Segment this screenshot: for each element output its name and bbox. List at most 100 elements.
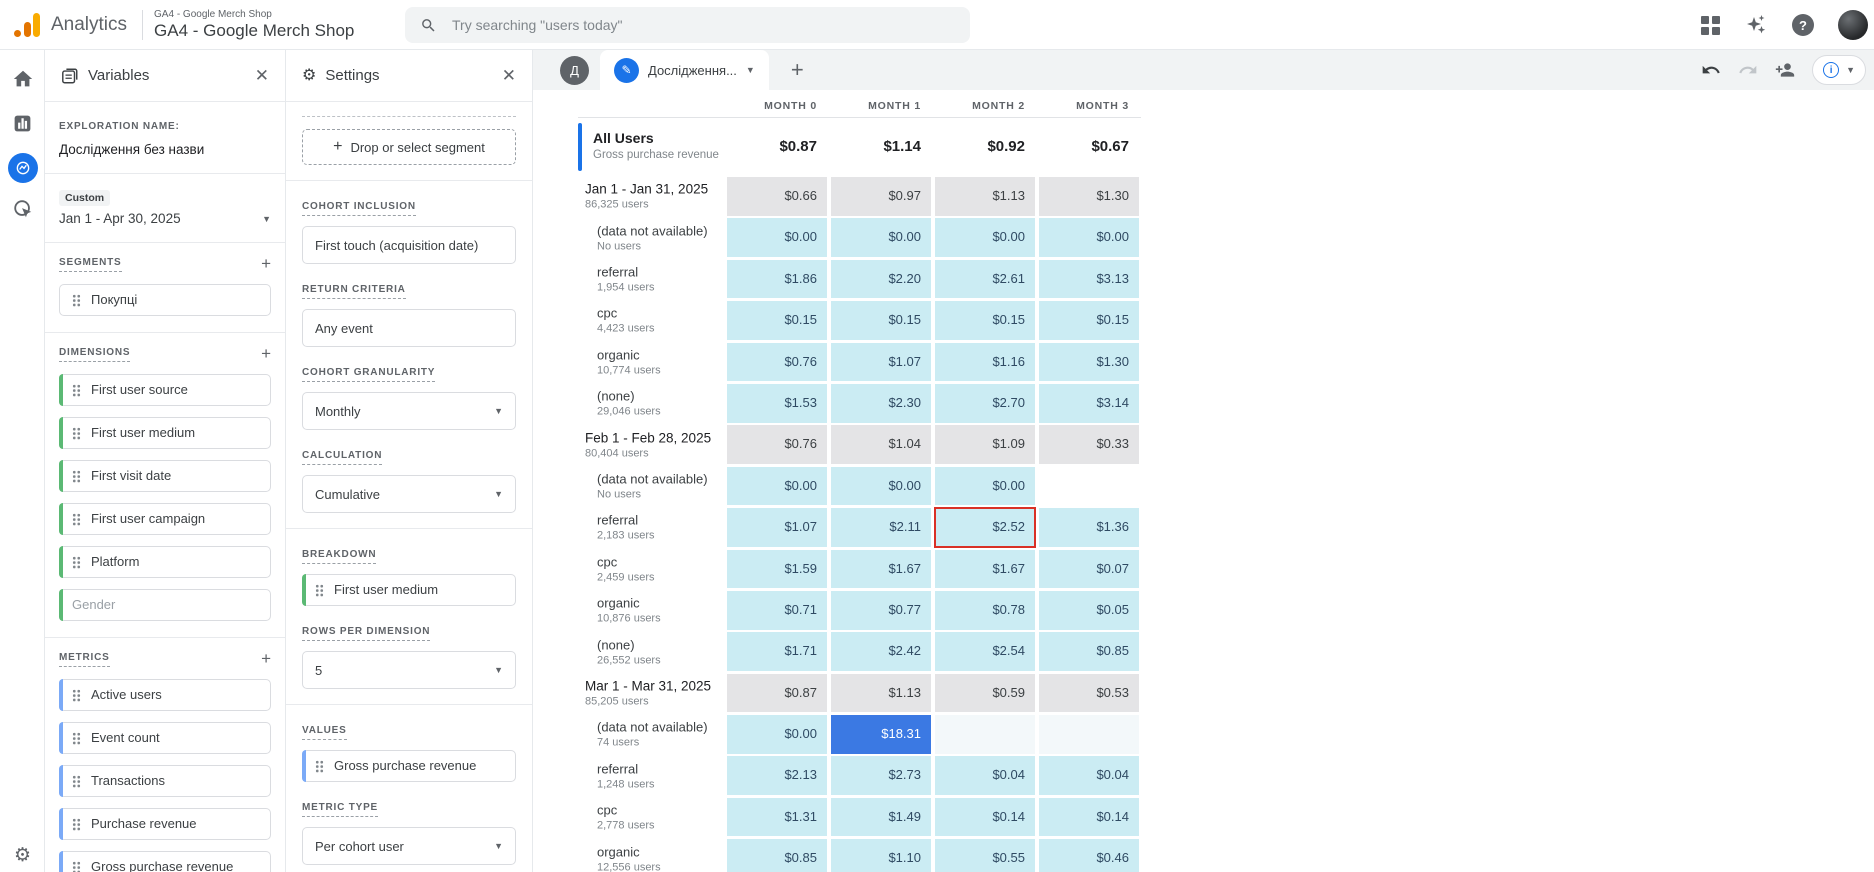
cohort-cell[interactable]: $0.33 (1039, 425, 1139, 464)
cohort-cell[interactable]: $1.30 (1039, 177, 1139, 216)
cohort-cell[interactable]: $1.53 (727, 383, 827, 423)
exploration-name-value[interactable]: Дослідження без назви (59, 142, 205, 157)
cohort-cell[interactable]: $0.85 (727, 839, 827, 872)
cohort-cell[interactable]: $1.71 (727, 632, 827, 671)
chip-purchase-revenue[interactable]: Purchase revenue (59, 808, 271, 840)
property-selector[interactable]: GA4 - Google Merch Shop GA4 - Google Mer… (154, 8, 354, 41)
cohort-cell[interactable]: $1.30 (1039, 342, 1139, 382)
selected-cell[interactable]: $18.31 (831, 715, 931, 754)
cohort-cell[interactable]: $0.07 (1039, 549, 1139, 589)
cohort-cell[interactable]: $0.77 (831, 590, 931, 630)
cohort-cell[interactable]: $2.11 (831, 508, 931, 547)
cohort-cell[interactable]: $0.53 (1039, 673, 1139, 713)
cohort-cell[interactable]: $1.36 (1039, 508, 1139, 547)
redo-icon[interactable] (1738, 60, 1758, 80)
exploration-avatar[interactable]: Д (560, 55, 589, 85)
cohort-cell[interactable]: $1.67 (831, 549, 931, 589)
cohort-cell[interactable]: $0.00 (935, 466, 1035, 506)
cohort-cell[interactable]: $0.66 (727, 177, 827, 216)
cohort-cell[interactable]: $2.42 (831, 632, 931, 671)
cohort-cell[interactable]: $2.20 (831, 259, 931, 299)
cohort-cell[interactable]: $0.00 (831, 466, 931, 506)
cohort-cell[interactable]: $1.13 (935, 177, 1035, 216)
chip-transactions[interactable]: Transactions (59, 765, 271, 797)
cohort-cell[interactable]: $0.14 (935, 797, 1035, 837)
admin-gear-icon[interactable]: ⚙ (13, 845, 32, 866)
cohort-cell[interactable]: $1.67 (935, 549, 1035, 589)
cohort-cell[interactable]: $0.00 (727, 715, 827, 754)
gemini-sparkle-icon[interactable] (1744, 13, 1768, 37)
chip-item[interactable]: Покупці (59, 284, 271, 316)
cohort-cell[interactable]: $0.97 (831, 177, 931, 216)
cohort-cell[interactable]: $1.09 (935, 425, 1035, 464)
chip-platform[interactable]: Platform (59, 546, 271, 578)
chip-gross-purchase-revenue[interactable]: Gross purchase revenue (302, 750, 516, 782)
cohort-cell[interactable]: $0.78 (935, 590, 1035, 630)
cohort-cell[interactable]: $1.59 (727, 549, 827, 589)
undo-icon[interactable] (1701, 60, 1721, 80)
drop-segment-target[interactable]: + Drop or select segment (302, 129, 516, 165)
chip-gender[interactable]: Gender (59, 589, 271, 621)
cohort-cell[interactable]: $3.13 (1039, 259, 1139, 299)
cohort-cell[interactable]: $0.15 (935, 301, 1035, 340)
cohort-cell[interactable]: $0.14 (1039, 797, 1139, 837)
cohort-cell[interactable]: $0.15 (1039, 301, 1139, 340)
cohort-cell[interactable]: $2.61 (935, 259, 1035, 299)
nav-explore-icon[interactable] (0, 153, 45, 183)
tab-exploration[interactable]: ✎ Дослідження... ▼ (600, 50, 769, 90)
search-input[interactable]: Try searching "users today" (405, 7, 970, 43)
cohort-cell[interactable]: $1.10 (831, 839, 931, 872)
cohort-cell[interactable]: $2.30 (831, 383, 931, 423)
cohort-cell[interactable]: $0.00 (727, 218, 827, 257)
chip-first-user-medium[interactable]: First user medium (302, 574, 516, 606)
field-metric-type[interactable]: Per cohort user ▼ (302, 827, 516, 865)
cohort-cell[interactable]: $0.04 (1039, 756, 1139, 796)
nav-reports-icon[interactable] (0, 113, 45, 134)
cohort-cell[interactable]: $0.05 (1039, 590, 1139, 630)
chevron-down-icon[interactable]: ▼ (745, 65, 755, 75)
add-tab-button[interactable]: + (790, 57, 804, 82)
chip-first-visit-date[interactable]: First visit date (59, 460, 271, 492)
field-return-criteria[interactable]: Any event (302, 309, 516, 347)
field-rows-per-dimension[interactable]: 5 ▼ (302, 651, 516, 689)
cohort-cell[interactable]: $1.31 (727, 797, 827, 837)
date-range-section[interactable]: Custom Jan 1 - Apr 30, 2025 ▼ (45, 174, 285, 243)
nav-home-icon[interactable] (0, 68, 45, 90)
cohort-cell[interactable]: $0.85 (1039, 632, 1139, 671)
cohort-cell[interactable]: $0.59 (935, 673, 1035, 713)
cohort-cell[interactable]: $0.46 (1039, 839, 1139, 872)
field-calculation[interactable]: Cumulative ▼ (302, 475, 516, 513)
help-icon[interactable]: ? (1792, 14, 1814, 36)
chip-first-user-source[interactable]: First user source (59, 374, 271, 406)
cohort-cell[interactable]: $0.87 (727, 673, 827, 713)
add-metric-button[interactable]: + (261, 649, 271, 668)
cohort-cell[interactable]: $0.00 (727, 466, 827, 506)
cohort-cell[interactable]: $1.13 (831, 673, 931, 713)
add-segment-button[interactable]: + (261, 254, 271, 273)
cohort-cell[interactable]: $0.76 (727, 425, 827, 464)
all-users-row[interactable]: All Users Gross purchase revenue $0.87 $1… (578, 121, 1141, 173)
cohort-cell[interactable]: $1.07 (831, 342, 931, 382)
chip-active-users[interactable]: Active users (59, 679, 271, 711)
chip-gross-purchase-revenue[interactable]: Gross purchase revenue (59, 851, 271, 872)
cohort-cell[interactable]: $1.07 (727, 508, 827, 547)
avatar[interactable] (1838, 10, 1868, 40)
cohort-cell[interactable]: $0.00 (935, 218, 1035, 257)
cohort-cell[interactable]: $2.70 (935, 383, 1035, 423)
share-user-icon[interactable] (1775, 60, 1795, 80)
cohort-cell[interactable]: $1.16 (935, 342, 1035, 382)
cohort-cell[interactable]: $0.00 (1039, 218, 1139, 257)
field-cohort-granularity[interactable]: Monthly ▼ (302, 392, 516, 430)
nav-advertising-icon[interactable] (0, 198, 45, 220)
add-dimension-button[interactable]: + (261, 344, 271, 363)
cohort-cell[interactable]: $2.73 (831, 756, 931, 796)
cohort-cell[interactable]: $0.55 (935, 839, 1035, 872)
cohort-cell[interactable]: $2.13 (727, 756, 827, 796)
chip-event-count[interactable]: Event count (59, 722, 271, 754)
cohort-cell[interactable] (1039, 715, 1139, 754)
cohort-cell[interactable]: $0.76 (727, 342, 827, 382)
field-cohort-inclusion[interactable]: First touch (acquisition date) (302, 226, 516, 264)
cohort-cell[interactable]: $0.15 (831, 301, 931, 340)
cohort-cell[interactable]: $0.00 (831, 218, 931, 257)
cohort-cell[interactable]: $2.54 (935, 632, 1035, 671)
